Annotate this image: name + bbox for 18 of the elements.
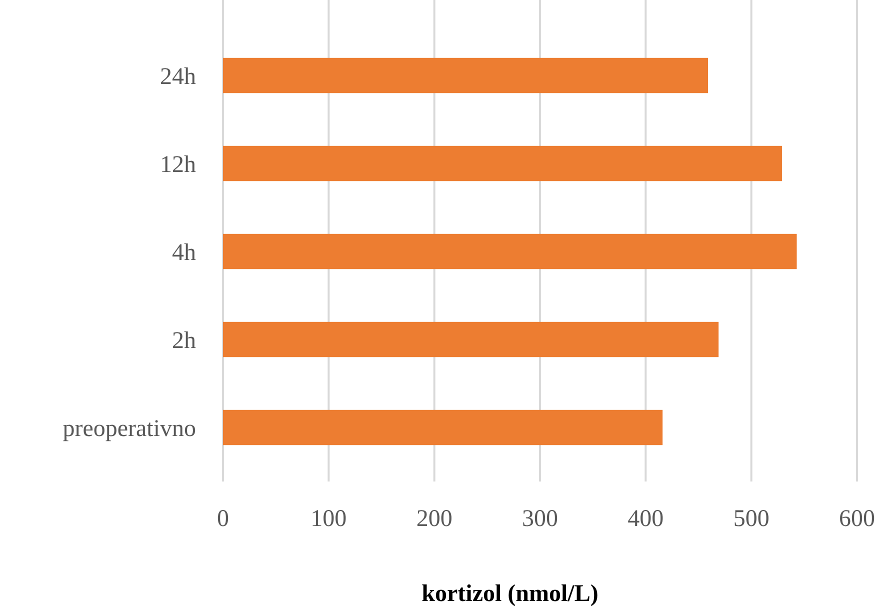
x-tick-label: 300 [522,506,558,532]
bar [223,146,782,182]
bar [223,58,708,94]
x-tick-label: 200 [416,506,452,532]
x-tick-label: 100 [310,506,347,532]
x-axis-title: kortizol (nmol/L) [422,581,598,607]
x-tick-label: 600 [839,506,875,532]
x-tick-label: 500 [733,506,770,532]
bar [223,410,663,446]
y-tick-label: 4h [172,240,196,266]
y-tick-label: 2h [172,328,196,354]
y-tick-label: 12h [160,152,196,178]
y-tick-label: 24h [160,64,196,90]
x-tick-label: 0 [217,506,229,532]
y-tick-label: preoperativno [62,416,196,442]
x-tick-label: 400 [628,506,664,532]
bar [223,234,797,270]
bar [223,322,719,358]
